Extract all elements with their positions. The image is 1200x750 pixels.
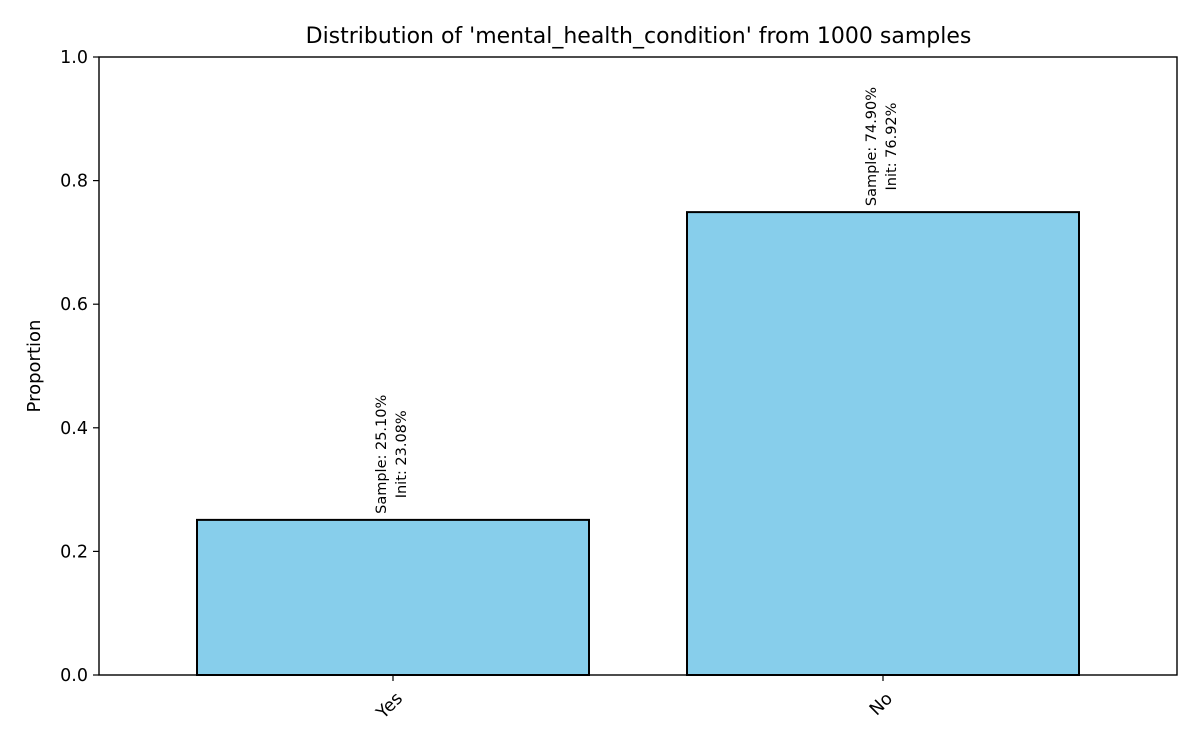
axes-frame xyxy=(98,56,1178,676)
y-axis-label: Proportion xyxy=(24,320,45,413)
bar-yes xyxy=(196,518,590,677)
y-tick-label: 1.0 xyxy=(60,48,88,68)
bar-label-no-sample: Sample: 74.90% xyxy=(864,87,880,206)
bar-no xyxy=(686,211,1080,676)
y-tick-label: 0.4 xyxy=(60,419,88,439)
bar-label-no-init: Init: 76.92% xyxy=(884,103,900,191)
y-tick-label: 0.0 xyxy=(60,666,88,686)
bar-label-yes-init: Init: 23.08% xyxy=(394,410,410,498)
chart-title: Distribution of 'mental_health_condition… xyxy=(306,24,972,49)
y-tick-label: 0.2 xyxy=(60,542,88,562)
y-tick-label: 0.6 xyxy=(60,295,88,315)
y-tick-label: 0.8 xyxy=(60,172,88,192)
bar-label-yes-sample: Sample: 25.10% xyxy=(374,395,390,514)
